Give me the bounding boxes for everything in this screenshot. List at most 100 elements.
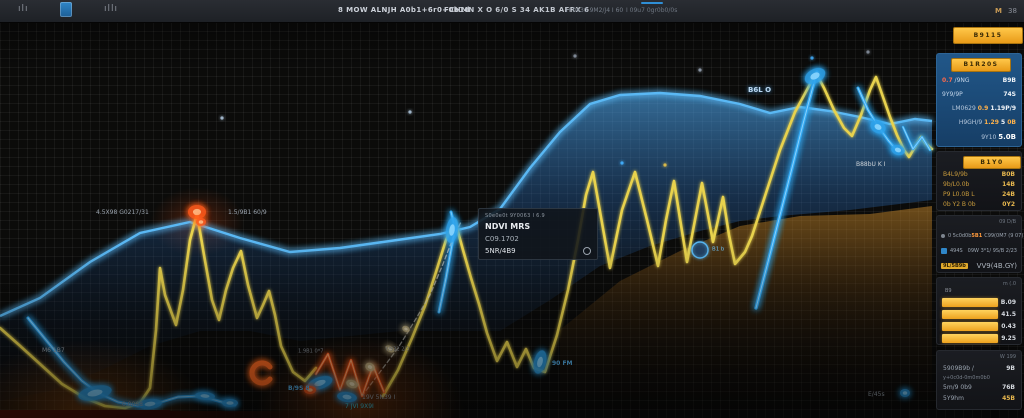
stats-row: y+0c0d-0m0m0b0 [943,375,990,381]
value-segment: 5 [998,119,1008,126]
signal-dot [408,110,412,114]
info-val: VV9(4B.GY) [976,261,1017,270]
value-segment: 5.0B [998,133,1016,141]
signal-dot [866,50,870,54]
gauge-row: 41.5 [937,308,1021,320]
account-panel: B1R20S 0.7 /9NG B9B 9Y9/9P 74S LM0629 0.9 1.… [936,53,1022,147]
tooltip-value: 5NR/4B9 [485,247,516,255]
chart-area[interactable]: 4.5X98 G0217/31 1.5/9B1 60/9 M6 1B7 0.0068 1… [0,22,1024,418]
info-row: 9L/5B9b VV9(4B.GY) [937,258,1021,273]
info-row: 0 5c0d0b 5B1 C99(0M7 (9 07)1 [937,228,1024,243]
gauge-row: 9.25 [937,332,1021,344]
value-segment: 74S [1003,91,1016,98]
gauge-bar[interactable] [942,333,998,343]
chart-type-icon[interactable]: ılı [18,4,29,14]
bullet-icon [941,233,945,238]
chart-title: FCHMN X O 6/0 S 34 AK1B AFRX 6 [444,6,590,14]
st-v: 76B [1002,384,1015,391]
stats-panel: W 199 5909B9b /9B y+0c0d-0m0m0b0 5m/9 0b9 7… [936,350,1022,410]
orders-row: 9b/L0.0b 14B [937,180,1021,190]
gauge-panel-corner: m (.0 [1002,281,1016,287]
splash-marker-core [198,220,204,224]
account-panel-button[interactable]: B1R20S [951,58,1011,72]
ord-v: 0Y2 [1002,201,1015,208]
indicator-icon[interactable]: ıllı [104,4,119,14]
value-segment: 0.9 [977,105,989,112]
sidebar: B9115 B1R20S 0.7 /9NG B9B 9Y9/9P 74S LM0629 … [930,22,1024,418]
stats-row: 5m/9 0b9 76B [943,384,1015,391]
account-row: H9GH/9 1.29 5 0B [937,116,1021,130]
value-segment: H9GH/9 [958,119,985,126]
st-v: 9B [1006,365,1015,372]
bottom-red-strip [0,410,170,418]
gauge-bar[interactable] [942,297,998,307]
splash-marker-core [902,391,908,395]
ord-l: 9b/L0.0b [943,181,970,188]
ord-l: P9 L0.0B L [943,191,975,198]
ord-v: B0B [1001,171,1015,178]
orders-panel: B1Y0 B4L9/9b B0B 9b/L0.0b 14B P9 L0.0B L 24B 0… [936,151,1022,211]
value-segment: /9NG [952,77,970,84]
info-pre: 5B1 [971,232,983,239]
toolbar-status-b: I 09u7 0gr0b0/0s [626,7,678,14]
splash-marker-core [192,208,202,216]
toolbar-status-a: H 0630 9M2/J4 I 60 [566,7,624,14]
info-val: C99(0M7 (9 07)1 [984,232,1024,239]
splash-marker-core [307,388,313,392]
active-tool-icon[interactable] [60,2,72,17]
gauge-bar[interactable] [942,309,998,319]
symbol-title: 8 MOW ALNJH A0b1+6r0+0b1d [338,6,470,14]
refresh-arc-icon[interactable] [249,360,273,386]
value-segment: B9B [1002,77,1016,84]
toolbar: ılı ıllı 8 MOW ALNJH A0b1+6r0+0b1d FCHMN… [0,0,1024,23]
gauge-row: B.09 [937,296,1021,308]
gauge-panel-sub: B9 [945,288,952,294]
splash-marker-core [226,401,234,405]
value-segment: LM0629 [952,105,978,112]
value-segment: 1.19P/9 [988,105,1016,112]
bar-val: B.09 [1000,298,1016,306]
value-segment: 9Y10 [981,134,999,141]
chart-tooltip: S0e0e0t 9Y0063 I 6.9 NDVI MRS C09.1702 5… [478,208,598,260]
zoom-level: 38 [1008,7,1017,15]
stats-panel-corner: W 199 [999,354,1016,360]
account-row: 0.7 /9NG B9B [937,74,1021,88]
ord-l: 0b Y2 B 0b [943,201,976,208]
info-lab: 0 5c0d0b [948,232,972,239]
info-panel-corner: 09 D/B [999,219,1016,225]
alert-line [314,352,386,398]
value-segment: 0.7 [942,77,953,84]
value-segment: 9Y9/9P [942,91,963,98]
orders-panel-button[interactable]: B1Y0 [963,156,1021,169]
ord-l: B4L9/9b [943,171,968,178]
info-lab: 9L/5B9b [941,262,968,269]
stats-row: 5Y9hm 45B [943,395,1015,402]
active-tab-indicator [641,2,663,4]
gauge-row: 0.43 [937,320,1021,332]
ord-v: 14B [1002,181,1015,188]
bar-val: 41.5 [1001,310,1016,318]
ring-icon [583,247,591,255]
tooltip-meta: S0e0e0t 9Y0063 I 6.9 [485,213,545,219]
info-panel: 09 D/B 0 5c0d0b 5B1 C99(0M7 (9 07)1 494S 09W… [936,215,1024,273]
blue-square-icon [941,247,947,254]
signal-dot [220,116,224,120]
mode-badge[interactable]: M [995,7,1002,15]
info-row: 494S 09W 3*1/ 9S/B 2/23 [937,243,1021,258]
bottom-red-strip-fade [170,411,335,418]
value-segment: 1.29 [984,119,999,126]
gauge-panel: m (.0 B9 B.09 41.5 0.43 9.25 [936,277,1022,345]
signal-dot [810,56,814,60]
tooltip-code: C09.1702 [485,235,519,243]
signal-badge[interactable] [691,241,709,259]
signal-dot [698,68,702,72]
orders-row: P9 L0.0B L 24B [937,190,1021,200]
orders-row: 0b Y2 B 0b 0Y2 [937,200,1021,210]
ord-v: 24B [1002,191,1015,198]
sidebar-top-button[interactable]: B9115 [953,27,1023,44]
gauge-bar[interactable] [942,321,998,331]
info-val: 09W 3*1/ 9S/B 2/23 [967,247,1017,254]
info-lab: 494S [950,247,963,254]
bar-val: 9.25 [1001,334,1016,342]
